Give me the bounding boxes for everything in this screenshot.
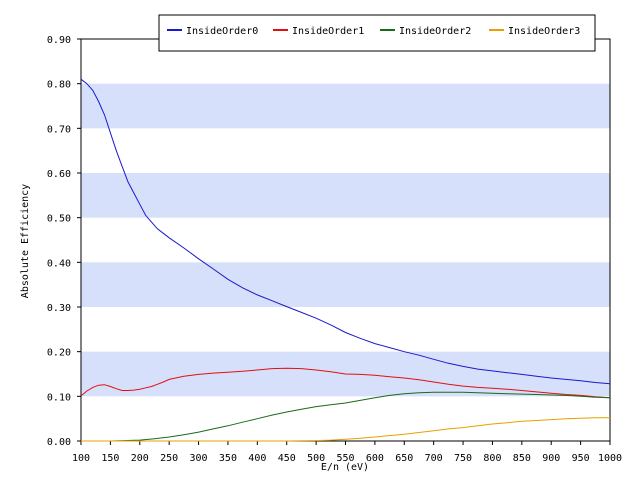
y-tick-label: 0.90 (47, 35, 71, 46)
y-tick-label: 0.50 (47, 214, 71, 225)
grid-band (81, 173, 610, 218)
legend-box (158, 14, 596, 52)
x-tick-label: 1000 (598, 453, 622, 464)
x-tick-label: 400 (248, 453, 266, 464)
x-tick-label: 950 (572, 453, 590, 464)
x-tick-label: 850 (513, 453, 531, 464)
y-tick-label: 0.70 (47, 124, 71, 135)
x-tick-label: 350 (219, 453, 237, 464)
series-lines (80, 78, 611, 442)
x-tick-label: 300 (190, 453, 208, 464)
x-tick-label: 750 (454, 453, 472, 464)
series-line-insideorder0 (80, 78, 611, 385)
grid-band (81, 262, 610, 307)
x-tick-label: 500 (307, 453, 325, 464)
y-axis-label: Absolute Efficiency (20, 184, 31, 298)
y-tick-label: 0.30 (47, 303, 71, 314)
legend-label: InsideOrder0 (186, 26, 258, 37)
plot-bands (81, 83, 610, 397)
x-tick-label: 550 (336, 453, 354, 464)
y-tick-label: 0.60 (47, 169, 71, 180)
x-tick-label: 100 (72, 453, 90, 464)
x-tick-label: 600 (366, 453, 384, 464)
x-tick-label: 150 (101, 453, 119, 464)
legend: InsideOrder0 InsideOrder1 InsideOrder2 Insi… (158, 14, 596, 52)
legend-label: InsideOrder2 (399, 26, 471, 37)
x-tick-label: 700 (425, 453, 443, 464)
x-tick-label: 650 (395, 453, 413, 464)
x-tick-label: 450 (278, 453, 296, 464)
x-tick-label: 250 (160, 453, 178, 464)
y-axis-ticks: 0.00 0.10 0.20 0.30 0.40 0.50 0.60 0.70 0.80 0.90 (47, 35, 81, 448)
x-tick-label: 800 (483, 453, 501, 464)
series-line-insideorder2 (81, 391, 611, 442)
y-tick-label: 0.80 (47, 80, 71, 91)
legend-label: InsideOrder3 (508, 26, 580, 37)
x-tick-label: 200 (131, 453, 149, 464)
y-tick-label: 0.20 (47, 348, 71, 359)
legend-label: InsideOrder1 (292, 26, 364, 37)
y-tick-label: 0.00 (47, 437, 71, 448)
grid-band (81, 83, 610, 129)
x-tick-label: 900 (542, 453, 560, 464)
series-line-insideorder1 (80, 367, 611, 399)
series-line-insideorder3 (81, 417, 610, 442)
x-axis-ticks: 100 150 200 250 300 350 400 450 500 550 600 650 700 7… (72, 441, 622, 464)
y-tick-label: 0.40 (47, 258, 71, 269)
y-tick-label: 0.10 (47, 392, 71, 403)
x-axis-label: E/n (eV) (321, 462, 369, 473)
